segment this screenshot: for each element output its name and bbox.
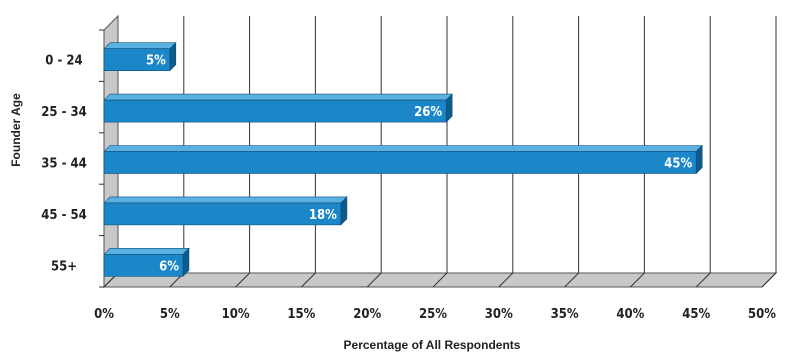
gridlines — [99, 16, 777, 288]
x-tick-label: 25% — [419, 307, 447, 322]
x-axis-title: Percentage of All Respondents — [344, 338, 521, 352]
x-tick-label: 20% — [353, 307, 381, 322]
bar — [103, 48, 171, 72]
floor-gridline — [498, 272, 514, 288]
y-category-label: 35 - 44 — [41, 157, 87, 172]
bar — [103, 151, 697, 174]
x-tick-label: 10% — [222, 307, 250, 322]
bar-top — [103, 145, 703, 152]
bar — [103, 254, 184, 277]
bar-top — [103, 248, 190, 255]
bar-top — [103, 93, 453, 101]
y-category-label: 45 - 54 — [41, 208, 87, 223]
x-tick-labels: 0% 5% 10% 15% 20% 25% 30% 35% 40% 45% 50% — [94, 307, 776, 322]
x-tick-label: 35% — [551, 307, 579, 322]
bar-value-label: 18% — [309, 208, 337, 223]
bar — [103, 99, 447, 123]
floor-gridline — [564, 272, 579, 288]
floor-gridline — [432, 272, 448, 288]
floor-gridline — [366, 272, 382, 288]
y-axis-title: Founder Age — [9, 93, 23, 167]
x-tick-label: 45% — [682, 307, 710, 322]
floor-gridline — [630, 272, 645, 288]
x-tick-label: 5% — [160, 307, 180, 322]
x-tick-label: 30% — [485, 307, 513, 322]
x-tick-label: 50% — [748, 307, 776, 322]
y-category-label: 55+ — [51, 259, 77, 274]
y-category-label: 25 - 34 — [41, 105, 87, 120]
x-tick-label: 40% — [616, 307, 644, 322]
floor-gridline — [695, 272, 711, 288]
bar — [103, 202, 342, 226]
y-category-labels: 0 - 24 25 - 34 35 - 44 45 - 54 55+ — [41, 54, 87, 275]
bar-top — [103, 196, 348, 204]
bar-value-label: 45% — [664, 157, 692, 172]
bar-value-label: 6% — [159, 259, 179, 274]
bar-value-label: 26% — [414, 105, 442, 120]
bar-top — [103, 42, 177, 50]
bars: 5% 26% 45% 18% 6% — [103, 41, 703, 278]
y-category-label: 0 - 24 — [45, 54, 82, 69]
floor-gridline — [761, 272, 777, 288]
x-tick-label: 15% — [287, 307, 315, 322]
floor-gridline — [301, 272, 316, 288]
bar-value-label: 5% — [146, 54, 166, 69]
x-tick-label: 0% — [94, 307, 114, 322]
floor-gridline — [235, 272, 250, 288]
